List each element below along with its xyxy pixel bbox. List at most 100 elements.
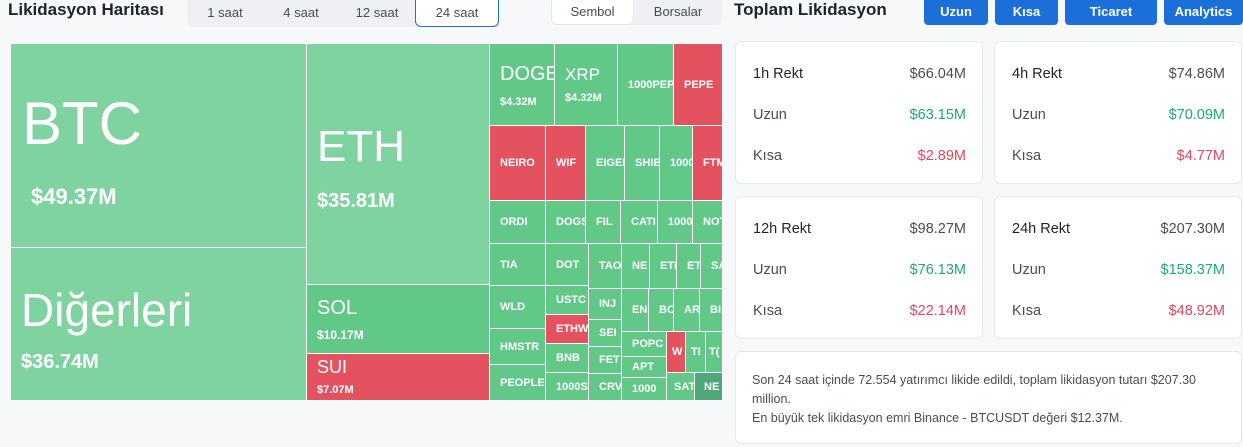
- tile-sa[interactable]: SA: [700, 243, 723, 289]
- tile-doge[interactable]: DOGE $4.32M: [489, 43, 555, 126]
- tab-4h[interactable]: 4 saat: [283, 4, 319, 20]
- tile-1000s[interactable]: 1000S: [545, 372, 589, 401]
- stat-card-24h: 24h Rekt $207.30M Uzun $158.37M Kısa $48…: [994, 196, 1242, 339]
- tile-bo[interactable]: BO: [648, 288, 674, 332]
- short-label: Kısa: [753, 148, 783, 164]
- tile-shib[interactable]: SHIB: [624, 125, 660, 201]
- tile-name: BNB: [556, 352, 580, 364]
- tile-xrp[interactable]: XRP $4.32M: [554, 43, 618, 126]
- tile-cati[interactable]: CATI: [620, 200, 658, 244]
- tile-fil[interactable]: FIL: [585, 200, 621, 244]
- tile-btc[interactable]: BTC $49.37M: [10, 43, 307, 248]
- tile-crv[interactable]: CRV: [588, 373, 622, 401]
- card-title: 24h Rekt: [1012, 221, 1071, 237]
- tab-exchanges[interactable]: Borsalar: [653, 4, 703, 19]
- tile-dot[interactable]: DOT: [545, 243, 589, 286]
- long-button[interactable]: Uzun: [924, 0, 988, 25]
- tile-neiro[interactable]: NEIRO: [489, 125, 546, 201]
- tile-name: FIL: [596, 216, 613, 228]
- tile-pepe[interactable]: PEPE: [673, 43, 723, 126]
- tile-name: WIF: [556, 157, 577, 169]
- tile-wld[interactable]: WLD: [489, 285, 546, 329]
- summary-line-2: En büyük tek likidasyon emri Binance - B…: [752, 411, 1123, 425]
- total-row: 12h Rekt $98.27M: [753, 221, 966, 237]
- tab-symbol[interactable]: Sembol: [551, 0, 634, 25]
- tile-hmstr[interactable]: HMSTR: [489, 328, 546, 365]
- analytics-button[interactable]: Analytics: [1164, 0, 1243, 25]
- tile-value: $36.74M: [21, 351, 99, 373]
- tile-1000-a[interactable]: 1000: [659, 125, 693, 201]
- short-row: Kısa $48.92M: [1012, 303, 1225, 319]
- tile-name: CRV: [599, 381, 622, 393]
- tile-popcat[interactable]: POPC: [621, 331, 667, 357]
- total-value: $207.30M: [1160, 221, 1226, 237]
- tile-1000pepe[interactable]: 1000PEPE: [617, 43, 674, 126]
- tile-name: XRP: [565, 65, 600, 84]
- tile-sei[interactable]: SEI: [588, 319, 622, 347]
- tile-name: NE: [704, 380, 720, 393]
- tile-value: $4.32M: [500, 96, 537, 108]
- tile-ethw[interactable]: ETHW: [545, 314, 589, 344]
- short-label: Kısa: [753, 303, 783, 319]
- tile-sol[interactable]: SOL $10.17M: [306, 284, 490, 354]
- tile-name: ET: [687, 260, 701, 272]
- liquidation-summary: Son 24 saat içinde 72.554 yatırımcı liki…: [735, 351, 1242, 444]
- tile-tia[interactable]: TIA: [489, 243, 546, 286]
- total-value: $98.27M: [909, 221, 966, 237]
- long-row: Uzun $63.15M: [753, 107, 966, 123]
- tile-name: BI: [710, 304, 721, 316]
- tile-name: INJ: [599, 298, 617, 310]
- tile-bnb[interactable]: BNB: [545, 343, 589, 373]
- tile-apt[interactable]: APT: [621, 356, 667, 378]
- tile-wif[interactable]: WIF: [545, 125, 586, 201]
- tile-ti[interactable]: TI: [685, 331, 706, 373]
- tile-w[interactable]: W: [666, 331, 686, 373]
- heatmap-title: Likidasyon Haritası: [8, 0, 164, 19]
- tile-name: W: [672, 346, 683, 358]
- tile-value: $4.32M: [565, 92, 602, 104]
- tile-ne-a[interactable]: NE: [621, 243, 650, 289]
- tile-others[interactable]: Diğerleri $36.74M: [10, 247, 307, 401]
- tile-name: DOT: [556, 258, 580, 271]
- tile-eth[interactable]: ETH $35.81M: [306, 43, 490, 285]
- long-value: $76.13M: [909, 262, 966, 278]
- tile-fet[interactable]: FET: [588, 346, 622, 374]
- tile-1000-b[interactable]: 1000: [657, 200, 693, 244]
- tile-name: SOL: [317, 297, 358, 319]
- short-button[interactable]: Kısa: [995, 0, 1058, 25]
- tile-name: TI: [691, 346, 701, 358]
- trade-button[interactable]: Ticaret: [1065, 0, 1157, 25]
- tile-not[interactable]: NOT: [692, 200, 723, 244]
- tile-ar[interactable]: AR: [673, 288, 700, 332]
- tile-dogs[interactable]: DOGS: [545, 200, 586, 244]
- tile-sui[interactable]: SUI $7.07M: [306, 353, 490, 401]
- tile-name: BO: [659, 304, 674, 316]
- tile-t[interactable]: T(: [705, 331, 723, 373]
- timeframe-tabs: 1 saat 4 saat 12 saat 24 saat: [187, 0, 499, 27]
- tile-name: BTC: [22, 90, 142, 157]
- tile-inj[interactable]: INJ: [588, 288, 622, 320]
- tile-name: 1000PEPE: [628, 78, 674, 91]
- long-value: $158.37M: [1160, 262, 1226, 278]
- tile-en[interactable]: EN: [621, 288, 649, 332]
- tile-bi[interactable]: BI: [699, 288, 723, 332]
- tile-people[interactable]: PEOPLE: [489, 364, 546, 401]
- tile-tao[interactable]: TAO: [588, 243, 622, 289]
- tab-12h[interactable]: 12 saat: [355, 4, 399, 20]
- long-label: Uzun: [1012, 107, 1046, 123]
- tab-24h[interactable]: 24 saat: [415, 0, 499, 27]
- tile-et[interactable]: ET: [676, 243, 701, 289]
- tile-ne-b[interactable]: NE: [694, 372, 723, 401]
- tile-eth-small[interactable]: ETH: [649, 243, 677, 289]
- tile-name: DOGE: [500, 63, 555, 85]
- tile-sat[interactable]: SAT: [666, 372, 695, 401]
- tile-name: ETH: [317, 122, 405, 171]
- tile-eigen[interactable]: EIGEN: [585, 125, 625, 201]
- tile-name: ETH: [660, 260, 676, 272]
- tile-ordi[interactable]: ORDI: [489, 200, 546, 244]
- tile-name: USTC: [556, 294, 586, 306]
- tab-1h[interactable]: 1 saat: [207, 4, 243, 20]
- tile-1000-c[interactable]: 1000: [621, 377, 667, 401]
- tile-ustc[interactable]: USTC: [545, 285, 589, 315]
- tile-ftm[interactable]: FTM: [692, 125, 723, 201]
